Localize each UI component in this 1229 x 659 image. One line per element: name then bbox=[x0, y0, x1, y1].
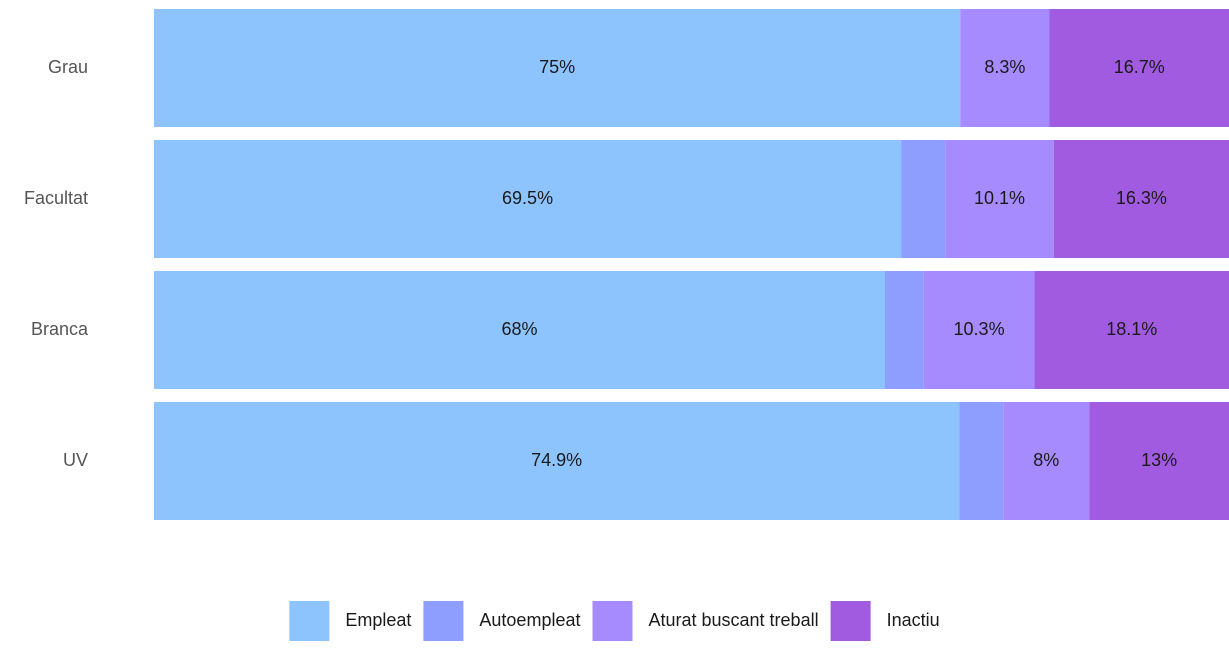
legend-label-aturat-buscant-treball: Aturat buscant treball bbox=[648, 610, 818, 630]
legend-swatch-aturat-buscant-treball bbox=[592, 601, 633, 641]
bar-branca-inactiu bbox=[1034, 271, 1229, 389]
bar-uv-empleat bbox=[154, 402, 960, 520]
bar-facultat-inactiu bbox=[1053, 140, 1229, 258]
legend-label-autoempleat: Autoempleat bbox=[479, 610, 580, 630]
data-label-branca-empleat: 68% bbox=[501, 319, 537, 339]
category-label-uv: UV bbox=[63, 450, 88, 470]
data-label-uv-aturat-buscant-treball: 8% bbox=[1033, 450, 1059, 470]
bar-grau-empleat bbox=[154, 9, 961, 127]
data-label-grau-empleat: 75% bbox=[539, 57, 575, 77]
data-label-grau-aturat-buscant-treball: 8.3% bbox=[984, 57, 1025, 77]
category-label-grau: Grau bbox=[48, 57, 88, 77]
bar-uv-inactiu bbox=[1089, 402, 1229, 520]
data-label-facultat-aturat-buscant-treball: 10.1% bbox=[974, 188, 1025, 208]
legend: Empleat Autoempleat Aturat buscant treball… bbox=[289, 601, 940, 641]
bar-facultat-autoempleat bbox=[901, 140, 946, 258]
data-label-uv-empleat: 74.9% bbox=[531, 450, 582, 470]
category-labels: Grau Facultat Branca UV bbox=[24, 57, 89, 470]
bar-uv-aturat-buscant-treball bbox=[1003, 402, 1090, 520]
category-label-facultat: Facultat bbox=[24, 188, 88, 208]
bar-uv-autoempleat bbox=[959, 402, 1004, 520]
bar-grau-inactiu bbox=[1049, 9, 1229, 127]
legend-swatch-autoempleat bbox=[423, 601, 464, 641]
legend-swatch-inactiu bbox=[830, 601, 871, 641]
data-label-branca-inactiu: 18.1% bbox=[1106, 319, 1157, 339]
data-label-facultat-inactiu: 16.3% bbox=[1116, 188, 1167, 208]
bar-facultat-empleat bbox=[154, 140, 902, 258]
bar-branca-empleat bbox=[154, 271, 885, 389]
bar-branca-aturat-buscant-treball bbox=[923, 271, 1035, 389]
category-label-branca: Branca bbox=[31, 319, 89, 339]
bar-facultat-aturat-buscant-treball bbox=[945, 140, 1054, 258]
data-label-branca-aturat-buscant-treball: 10.3% bbox=[954, 319, 1005, 339]
data-label-uv-inactiu: 13% bbox=[1141, 450, 1177, 470]
data-label-grau-inactiu: 16.7% bbox=[1114, 57, 1165, 77]
legend-label-inactiu: Inactiu bbox=[887, 610, 940, 630]
legend-label-empleat: Empleat bbox=[345, 610, 411, 630]
bar-grau-aturat-buscant-treball bbox=[960, 9, 1050, 127]
bars-group: 75% 8.3% 16.7% 69.5% 10.1% 16.3% 68% 10.3% 18.1%… bbox=[154, 9, 1229, 520]
data-label-facultat-empleat: 69.5% bbox=[502, 188, 553, 208]
legend-swatch-empleat bbox=[289, 601, 330, 641]
bar-branca-autoempleat bbox=[885, 271, 924, 389]
